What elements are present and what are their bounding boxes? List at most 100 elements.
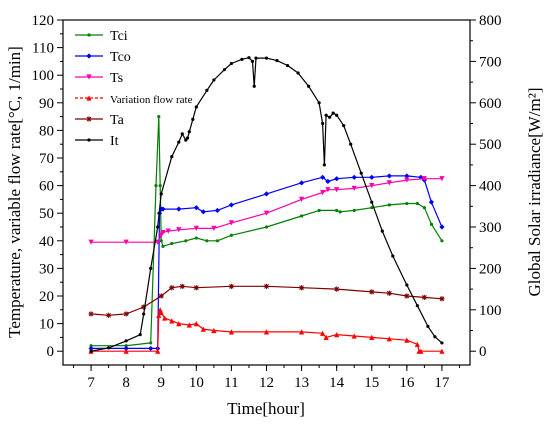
left-y-tick-label: 90 [39, 96, 54, 112]
series-point [342, 123, 346, 128]
left-y-tick-label: 70 [39, 151, 54, 167]
series-point [325, 178, 331, 185]
series-point [418, 174, 424, 180]
series-point [89, 349, 93, 353]
series-point [415, 201, 419, 206]
legend-item: Variation flow rate [75, 94, 193, 106]
legend-marker [86, 53, 92, 59]
series-point [349, 142, 353, 146]
series-line [91, 178, 442, 243]
series-point [298, 180, 305, 186]
series-point [247, 56, 251, 60]
series-point [155, 348, 161, 354]
series-point [228, 329, 235, 335]
series-point [156, 225, 160, 229]
series-point [404, 177, 410, 183]
series-point [439, 296, 445, 302]
series-point [169, 285, 175, 291]
left-y-tick-label: 100 [32, 68, 55, 84]
legend-label: Ta [110, 113, 125, 128]
series-point [141, 304, 147, 310]
series-point [222, 68, 226, 72]
series-point [439, 176, 445, 182]
x-tick-label: 10 [189, 375, 204, 391]
series-point [193, 225, 199, 231]
right-y-tick-label: 600 [479, 96, 502, 112]
series-point [369, 183, 375, 189]
series-point [88, 239, 94, 245]
series-point [123, 345, 129, 352]
series-point [228, 220, 235, 226]
legend: Tci Tco Ts Variation flow rate Ta It [75, 29, 193, 149]
series-point [320, 189, 326, 196]
series-point [156, 312, 162, 318]
right-y-tick-label: 200 [479, 261, 502, 277]
series-point [159, 239, 163, 243]
series-point [176, 227, 182, 233]
series-point [386, 180, 392, 186]
left-y-tick-label: 120 [32, 13, 55, 29]
series-point [404, 293, 410, 299]
x-tick-label: 12 [259, 375, 274, 391]
series-6 [89, 56, 444, 353]
left-y-tick-label: 40 [39, 234, 54, 250]
series-point [193, 205, 199, 211]
series-point [386, 336, 392, 342]
legend-label: Variation flow rate [110, 94, 193, 106]
series-point [334, 176, 340, 182]
series-point [229, 61, 234, 66]
series-point [162, 315, 168, 321]
series-point [160, 229, 166, 236]
series-point [212, 78, 216, 82]
series-point [160, 206, 166, 212]
series-point [275, 58, 279, 63]
x-tick-label: 13 [294, 375, 309, 391]
x-tick-label: 14 [329, 375, 345, 391]
series-point [440, 341, 444, 345]
series-point [298, 285, 305, 291]
legend-marker [87, 33, 91, 37]
series-point [418, 348, 424, 354]
series-point [317, 208, 321, 213]
series-4 [88, 307, 445, 354]
series-point [159, 192, 163, 196]
series-point [158, 184, 162, 188]
series-point [421, 294, 427, 300]
series-point [380, 229, 384, 233]
series-point [154, 184, 158, 188]
series-point [170, 241, 174, 246]
series-point [334, 187, 340, 193]
series-point [307, 84, 311, 88]
series-point [149, 266, 153, 271]
series-point [252, 84, 256, 88]
x-tick-label: 16 [399, 375, 415, 391]
legend-item: Tco [75, 50, 131, 65]
series-point [263, 329, 270, 335]
series-point [176, 206, 182, 212]
series-point [369, 174, 375, 180]
legend-label: It [110, 134, 119, 149]
series-point [194, 105, 198, 109]
x-tick-label: 8 [122, 375, 130, 391]
series-point [123, 348, 129, 354]
series-point [250, 59, 255, 64]
series-point [177, 140, 181, 144]
left-y-tick-label: 30 [39, 261, 54, 277]
series-point [426, 324, 430, 328]
series-point [369, 289, 375, 295]
series-point [142, 312, 146, 316]
series-point [106, 312, 112, 318]
series-point [158, 293, 164, 299]
legend-item: Ts [75, 71, 123, 86]
series-point [422, 206, 426, 210]
series-point [263, 191, 270, 197]
series-point [322, 163, 326, 167]
right-y-tick-label: 100 [479, 303, 502, 319]
x-axis: 7 8 9 10 11 12 13 14 15 16 17 [73, 365, 460, 391]
series-point [158, 309, 164, 316]
series-point [229, 233, 234, 237]
series-point [328, 115, 332, 119]
series-point [88, 311, 94, 317]
series-point [320, 330, 326, 336]
series-point [176, 321, 182, 327]
